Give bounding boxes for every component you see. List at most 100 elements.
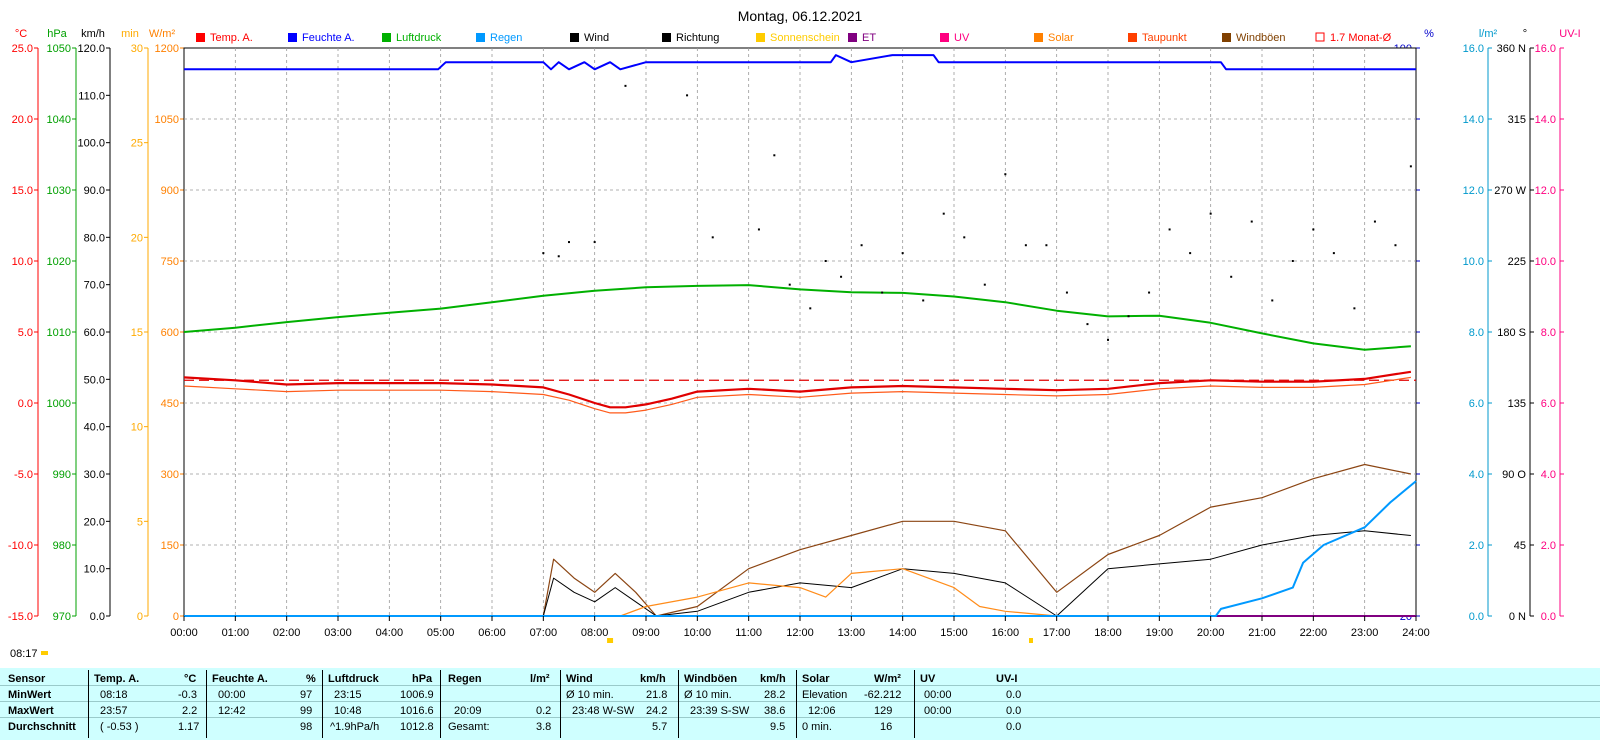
direction-point <box>1373 220 1376 223</box>
summary-header-rain-unit: l/m² <box>530 673 550 685</box>
solar-tick-label: 0 <box>173 611 179 623</box>
direction-point <box>757 228 760 231</box>
direction-point <box>1209 212 1212 215</box>
chart-legend: Temp. A. Feuchte A. Luftdruck Regen Wind Rich… <box>196 32 1392 44</box>
temp-tick-label: -15.0 <box>8 611 33 623</box>
direction-point <box>1353 307 1356 310</box>
solar-tick-label: 1200 <box>155 43 179 55</box>
wind-tick-label: 70.0 <box>84 280 105 292</box>
legend-label: 1.7 Monat-Ø <box>1330 32 1392 44</box>
min-press-time: 23:15 <box>334 689 362 701</box>
sunmin-tick-label: 0 <box>137 611 143 623</box>
avg-hum: 98 <box>300 721 313 733</box>
uv-tick-label: 12.0 <box>1535 185 1556 197</box>
uv-tick-label: 14.0 <box>1535 114 1556 126</box>
pressure-tick-label: 1050 <box>47 43 71 55</box>
avg-rain-total: 3.8 <box>536 721 552 733</box>
pressure-axis-unit: hPa <box>47 28 67 40</box>
uv-tick-label: 16.0 <box>1535 43 1556 55</box>
legend-label: Temp. A. <box>210 32 253 44</box>
right-axes: %1009080706050403020l/m²16.014.012.010.0… <box>1394 28 1581 623</box>
solar-tick-label: 600 <box>161 327 179 339</box>
legend-label: Wind <box>584 32 609 44</box>
wind-axis-unit: km/h <box>81 28 105 40</box>
wind-tick-label: 20.0 <box>84 516 105 528</box>
x-tick-label: 19:00 <box>1146 627 1174 639</box>
min-temp-time: 08:18 <box>100 689 128 701</box>
sunmin-axis-unit: min <box>121 28 139 40</box>
x-tick-label: 10:00 <box>684 627 712 639</box>
solar-axis-unit: W/m² <box>149 28 176 40</box>
legend-label: Richtung <box>676 32 719 44</box>
x-tick-label: 05:00 <box>427 627 455 639</box>
x-tick-label: 07:00 <box>530 627 558 639</box>
summary-header-humidity: Feuchte A. <box>212 673 268 685</box>
max-wind: 24.2 <box>646 705 668 717</box>
direction-point <box>711 236 714 239</box>
min-wind: 21.8 <box>646 689 668 701</box>
wind-tick-label: 90.0 <box>84 185 105 197</box>
summary-header-solar-unit: W/m² <box>874 673 901 685</box>
direction-axis-unit: ° <box>1523 28 1527 40</box>
x-tick-label: 01:00 <box>222 627 250 639</box>
pressure-tick-label: 980 <box>53 540 71 552</box>
min-uv-time: 00:00 <box>924 689 952 701</box>
direction-point <box>860 244 863 247</box>
legend-swatch <box>570 33 579 42</box>
direction-point <box>542 252 545 255</box>
pressure-tick-label: 1040 <box>47 114 71 126</box>
pressure-tick-label: 1010 <box>47 327 71 339</box>
legend-swatch <box>1315 32 1325 42</box>
rain-tick-label: 16.0 <box>1463 43 1484 55</box>
x-tick-label: 03:00 <box>324 627 352 639</box>
pressure-tick-label: 1020 <box>47 256 71 268</box>
humidity-series <box>184 54 1416 71</box>
direction-point <box>788 283 791 286</box>
direction-point <box>1250 220 1253 223</box>
uv-tick-label: 8.0 <box>1541 327 1556 339</box>
max-rain: 0.2 <box>536 705 552 717</box>
pressure-tick-label: 1030 <box>47 185 71 197</box>
x-tick-label: 00:00 <box>170 627 198 639</box>
max-gust-label: 23:39 S-SW <box>690 705 750 717</box>
direction-point <box>942 212 945 215</box>
left-axes: °C 25.0 20.0 15.0 10.0 5.0 0.0 -5.0 -10.0 -15.0 hP… <box>8 28 185 623</box>
direction-point <box>824 260 827 262</box>
min-wind-label: Ø 10 min. <box>566 689 614 701</box>
solar-tick-label: 1050 <box>155 114 179 126</box>
rain-axis-unit: l/m² <box>1479 28 1498 40</box>
humidity-axis-unit: % <box>1424 28 1434 40</box>
wind-tick-label: 110.0 <box>78 90 105 102</box>
avg-rain-label: Gesamt: <box>448 721 490 733</box>
x-tick-label: 04:00 <box>376 627 404 639</box>
uv-tick-label: 2.0 <box>1541 540 1556 552</box>
min-hum: 97 <box>300 689 313 701</box>
solar-tick-label: 750 <box>161 256 179 268</box>
chart-title: Montag, 06.12.2021 <box>738 8 863 24</box>
direction-point <box>1045 244 1048 247</box>
rain-tick-label: 6.0 <box>1469 398 1484 410</box>
rain-tick-label: 0.0 <box>1469 611 1484 623</box>
direction-point <box>1148 291 1151 294</box>
direction-point <box>1127 315 1130 318</box>
direction-point <box>557 255 560 258</box>
time-marker-label: 08:17 <box>10 648 38 660</box>
rain-tick-label: 4.0 <box>1469 469 1484 481</box>
summary-header-sensor: Sensor <box>8 673 46 685</box>
plot-area <box>183 47 1417 643</box>
temp-axis-unit: °C <box>15 28 27 40</box>
direction-point <box>1107 338 1109 341</box>
direction-point <box>901 252 904 255</box>
row-label-min: MinWert <box>8 689 52 701</box>
x-tick-label: 15:00 <box>940 627 968 639</box>
direction-tick-label: 90 O <box>1502 469 1526 481</box>
direction-point <box>1024 244 1027 247</box>
max-temp: 2.2 <box>182 705 198 717</box>
wind-tick-label: 100.0 <box>77 138 105 150</box>
legend-swatch <box>476 33 485 42</box>
max-press-time: 10:48 <box>334 705 362 717</box>
direction-point <box>1409 165 1412 168</box>
direction-point <box>593 241 596 244</box>
x-tick-label: 11:00 <box>735 627 762 639</box>
legend-swatch <box>662 33 671 42</box>
